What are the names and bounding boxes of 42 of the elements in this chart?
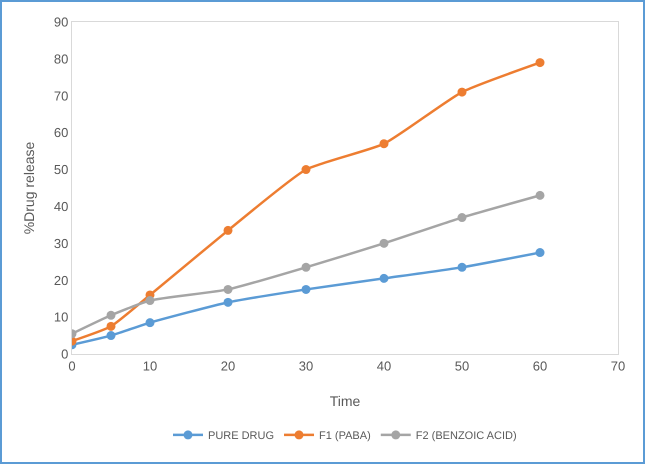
- legend-label: PURE DRUG: [208, 430, 274, 442]
- y-tick-label: 50: [54, 162, 68, 178]
- point: [146, 318, 154, 328]
- point: [146, 296, 154, 306]
- x-axis-title: Time: [330, 393, 361, 409]
- x-tick-label: 50: [454, 358, 470, 374]
- point: [302, 262, 310, 272]
- y-tick-label: 20: [54, 272, 68, 288]
- point: [458, 88, 466, 97]
- point: [106, 322, 116, 331]
- point: [536, 190, 544, 200]
- point: [106, 310, 116, 320]
- point: [224, 226, 232, 235]
- point: [106, 331, 116, 340]
- point: [302, 284, 310, 294]
- y-tick-label: 60: [54, 125, 68, 140]
- x-tick-label: 10: [142, 358, 158, 374]
- legend-label: F1 (PABA): [319, 430, 371, 442]
- point: [536, 58, 544, 68]
- y-tick-label: 10: [54, 310, 68, 325]
- x-tick-label: 60: [532, 358, 548, 374]
- point: [302, 165, 310, 174]
- y-tick-label: 70: [54, 88, 68, 104]
- point: [380, 238, 388, 248]
- x-tick-label: 40: [376, 358, 392, 374]
- x-tick-label: 30: [298, 358, 314, 374]
- point: [380, 139, 388, 148]
- legend-label: F2 (BENZOIC ACID): [416, 430, 517, 442]
- y-tick-label: 90: [54, 14, 68, 30]
- point: [224, 298, 232, 307]
- point: [458, 213, 466, 222]
- x-tick-label: 20: [220, 358, 236, 374]
- y-tick-label: 0: [61, 346, 68, 362]
- point: [458, 262, 466, 272]
- point: [536, 248, 544, 258]
- y-tick-label: 40: [54, 198, 68, 214]
- y-axis-title: %Drug release: [21, 141, 37, 234]
- point: [380, 274, 388, 283]
- y-tick-label: 30: [54, 236, 68, 251]
- point: [224, 284, 232, 294]
- y-tick-label: 80: [54, 51, 68, 66]
- x-tick-label: 70: [610, 358, 626, 374]
